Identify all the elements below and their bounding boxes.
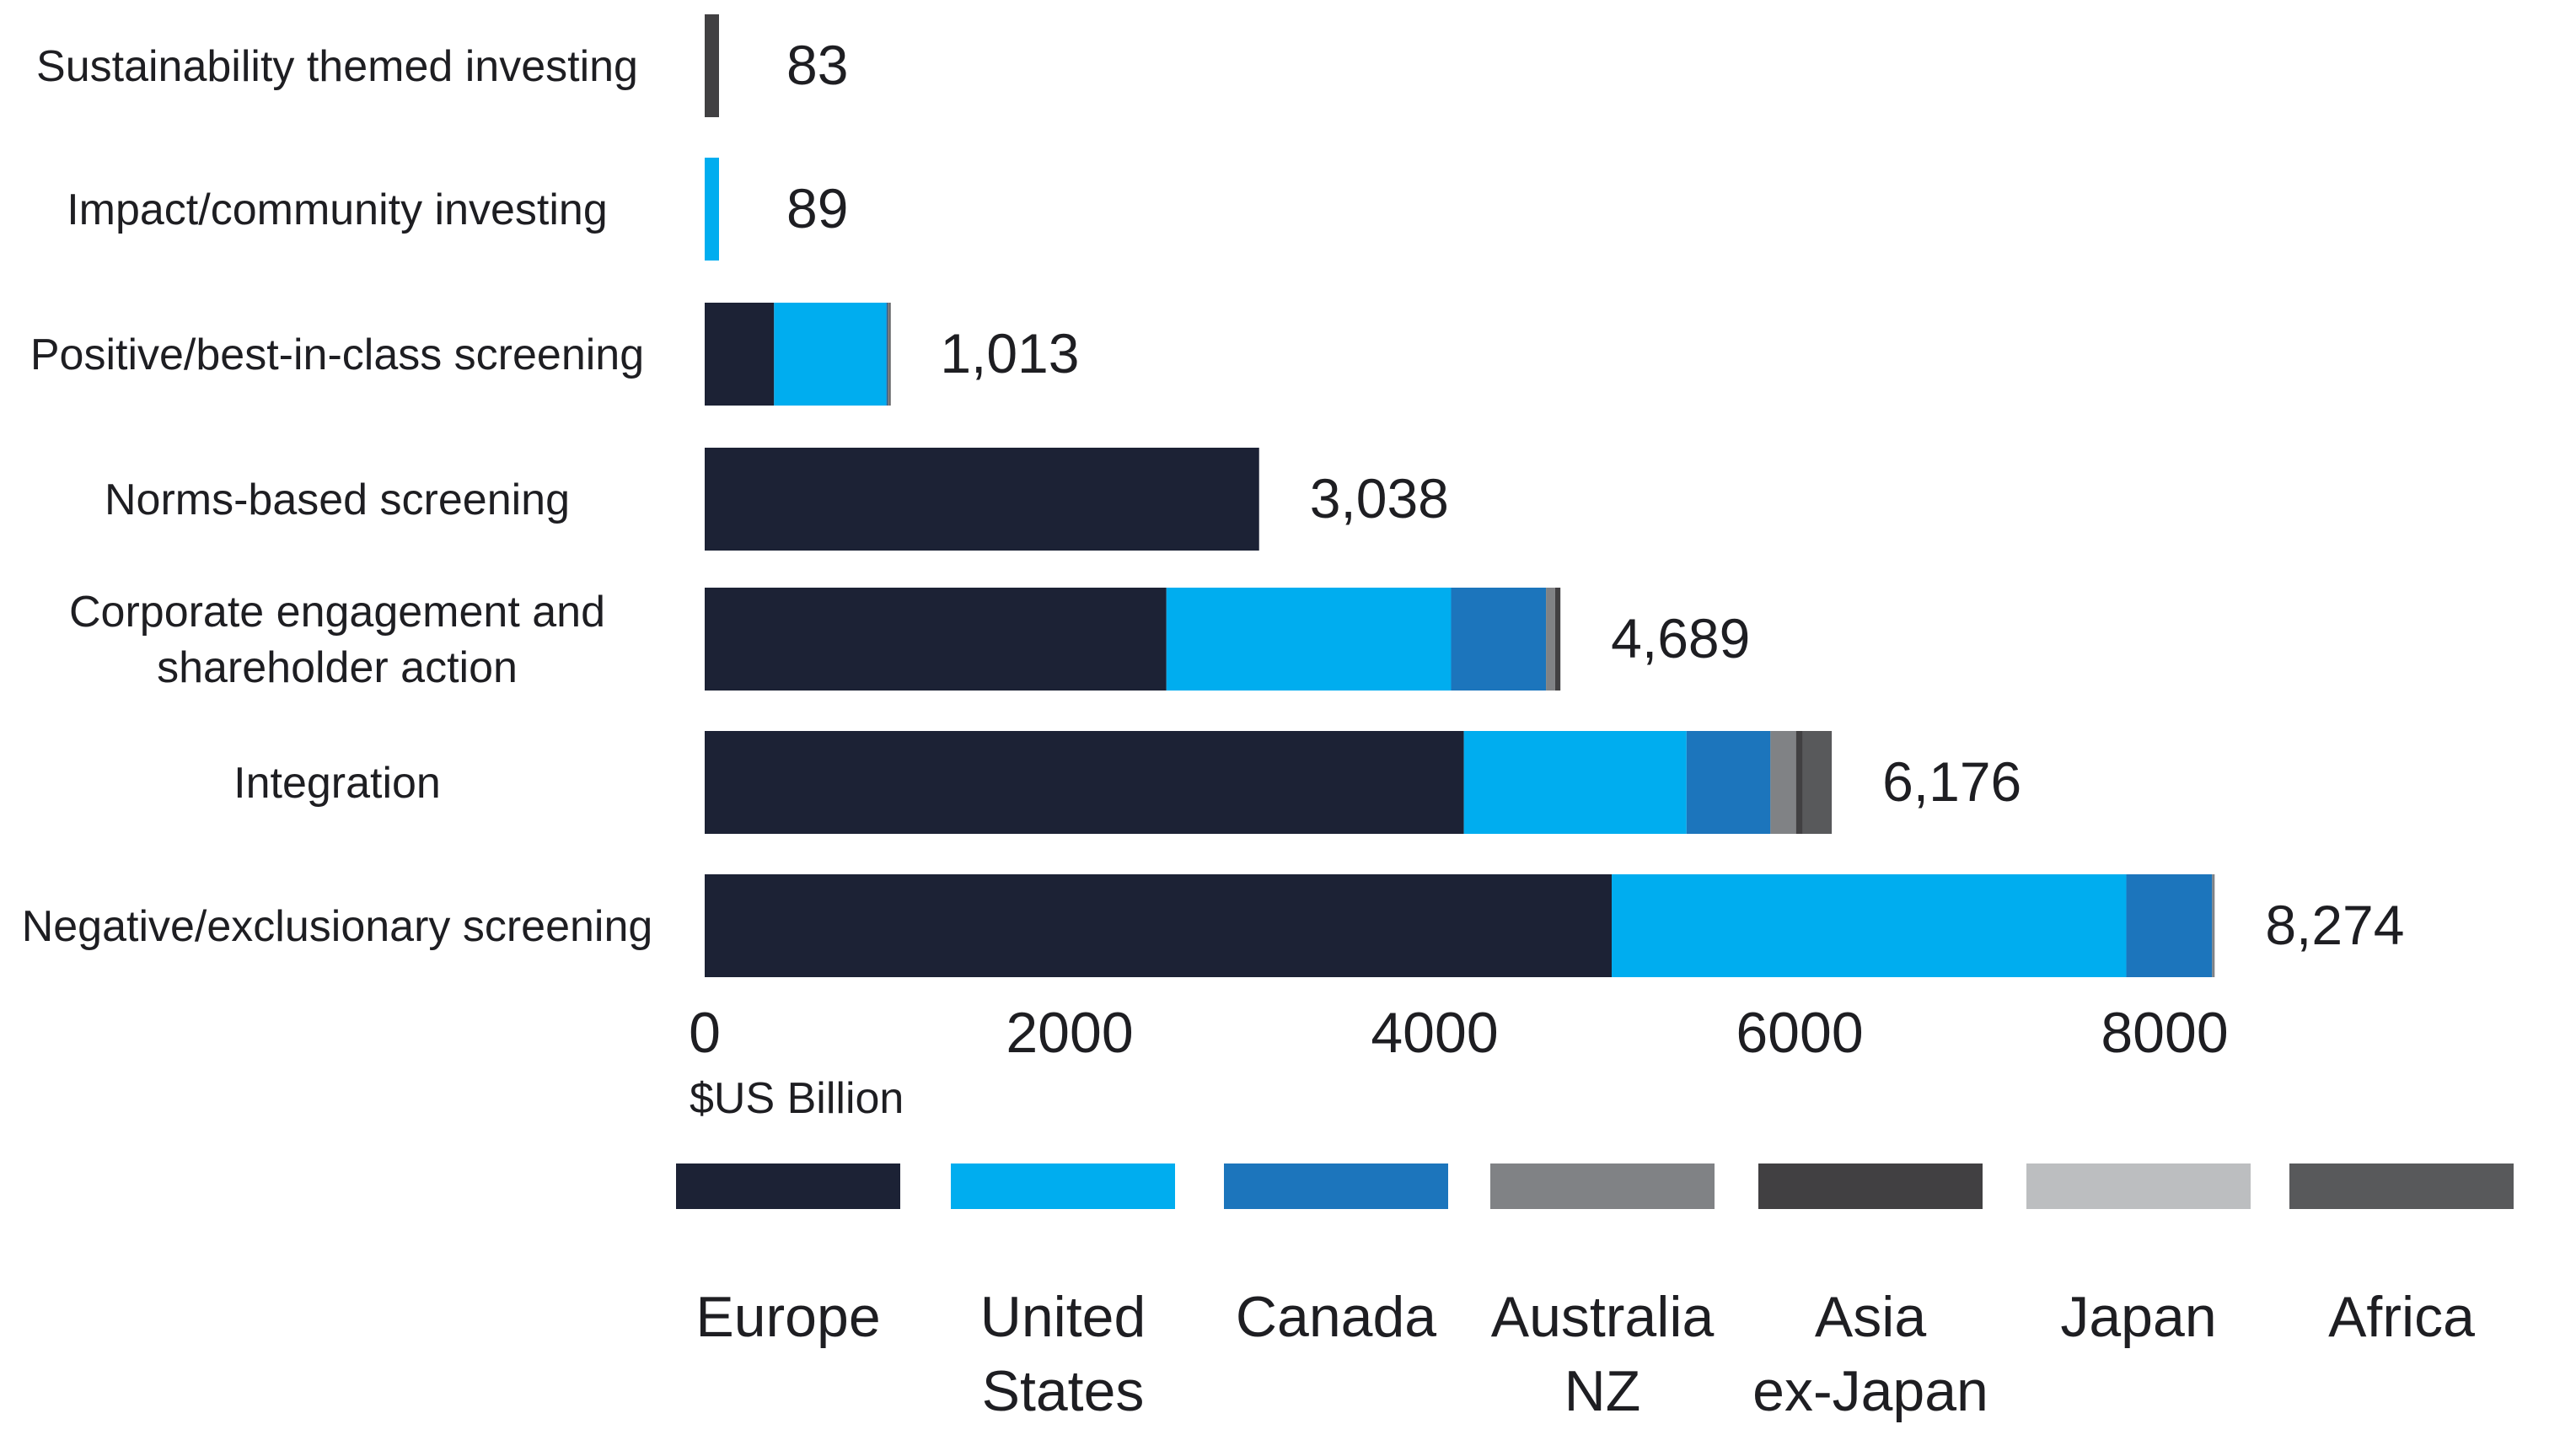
- bar-segment-4-1: [1166, 588, 1452, 691]
- legend-label: Australia: [1491, 1285, 1715, 1349]
- legend-swatch: [1758, 1163, 1983, 1209]
- x-tick-label: 2000: [1006, 1001, 1133, 1065]
- bar-segment-4-4: [1554, 588, 1561, 691]
- legend-swatch: [1224, 1163, 1448, 1209]
- bar-segment-6-1: [1612, 874, 2127, 977]
- legend-label: Japan: [2060, 1285, 2216, 1349]
- legend: Europe United States Canada Australia NZ Asia e…: [676, 1163, 2514, 1423]
- bar-segment-2-2: [886, 303, 888, 406]
- legend-swatch: [676, 1163, 900, 1209]
- bar-segment-5-3: [1770, 731, 1796, 834]
- legend-label: Europe: [695, 1285, 880, 1349]
- total-label: 89: [786, 177, 848, 239]
- x-tick-label: 4000: [1371, 1001, 1498, 1065]
- bar-segment-2-0: [705, 303, 775, 406]
- total-label: 83: [786, 34, 848, 96]
- legend-swatch: [1490, 1163, 1715, 1209]
- x-axis: 0 2000 4000 6000 8000 $US Billion: [689, 1001, 2229, 1123]
- x-tick-label: 8000: [2101, 1001, 2228, 1065]
- legend-label: States: [982, 1359, 1145, 1423]
- category-label: Impact/community investing: [67, 185, 608, 234]
- legend-swatch: [951, 1163, 1175, 1209]
- x-tick-label: 0: [689, 1001, 721, 1065]
- legend-label: ex-Japan: [1752, 1359, 1988, 1423]
- legend-label: Asia: [1815, 1285, 1926, 1349]
- bar-segment-4-3: [1546, 588, 1555, 691]
- bar-segment-6-2: [2126, 874, 2213, 977]
- x-axis-label: $US Billion: [690, 1074, 904, 1123]
- category-label: shareholder action: [157, 643, 518, 692]
- bars-layer: [705, 14, 2215, 977]
- legend-swatch: [2289, 1163, 2514, 1209]
- bar-segment-6-0: [705, 874, 1612, 977]
- category-label: Negative/exclusionary screening: [22, 902, 653, 951]
- total-label: 4,689: [1611, 607, 1750, 669]
- legend-label: Africa: [2328, 1285, 2475, 1349]
- bar-segment-2-1: [774, 303, 887, 406]
- total-label: 6,176: [1882, 750, 2021, 813]
- category-label: Integration: [233, 759, 441, 808]
- category-label: Norms-based screening: [105, 476, 570, 524]
- bar-segment-5-0: [705, 731, 1464, 834]
- bar-segment-5-1: [1463, 731, 1687, 834]
- bar-segment-4-2: [1451, 588, 1547, 691]
- legend-swatch: [2026, 1163, 2251, 1209]
- bar-segment-1-1: [705, 158, 719, 261]
- x-tick-label: 6000: [1736, 1001, 1863, 1065]
- category-label: Positive/best-in-class screening: [30, 331, 644, 379]
- bar-segment-0-4: [705, 14, 719, 117]
- category-label: Corporate engagement and: [69, 588, 605, 637]
- labels-layer: Sustainability themed investing 83 Impact/…: [22, 34, 2405, 956]
- bar-segment-3-0: [705, 448, 1259, 551]
- total-label: 3,038: [1310, 467, 1449, 529]
- bar-segment-2-6: [888, 303, 891, 406]
- bar-segment-5-2: [1686, 731, 1771, 834]
- total-label: 1,013: [940, 322, 1079, 384]
- bar-segment-5-6: [1802, 731, 1833, 834]
- total-label: 8,274: [2265, 894, 2404, 956]
- bar-segment-5-4: [1795, 731, 1803, 834]
- legend-label: Canada: [1236, 1285, 1436, 1349]
- bar-segment-4-0: [705, 588, 1167, 691]
- legend-label: NZ: [1564, 1359, 1641, 1423]
- legend-label: United: [980, 1285, 1146, 1349]
- bar-segment-6-3: [2212, 874, 2215, 977]
- category-label: Sustainability themed investing: [36, 42, 638, 91]
